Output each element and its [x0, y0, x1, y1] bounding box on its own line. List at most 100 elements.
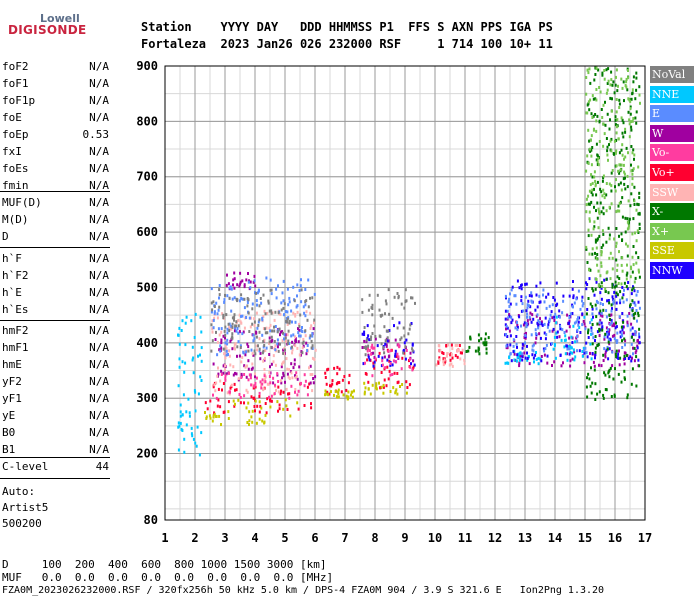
param-separator — [0, 478, 110, 479]
param-row: foF2 N/A — [2, 60, 109, 76]
data-point — [302, 305, 305, 309]
data-point — [604, 373, 607, 377]
data-point — [235, 388, 238, 392]
data-point — [633, 316, 636, 320]
data-point — [234, 324, 237, 328]
data-point — [254, 399, 257, 403]
data-point — [591, 312, 594, 316]
data-point — [403, 306, 406, 310]
data-point — [633, 203, 636, 206]
data-point — [233, 382, 236, 386]
data-point — [609, 251, 612, 255]
data-point — [447, 343, 450, 347]
data-point — [589, 321, 592, 325]
data-point — [340, 390, 343, 394]
data-point — [621, 346, 624, 349]
data-point — [635, 251, 638, 255]
data-point — [588, 108, 591, 112]
data-point — [290, 371, 293, 375]
data-point — [589, 98, 592, 102]
data-point — [607, 226, 610, 230]
data-point — [610, 184, 613, 188]
data-point — [602, 396, 605, 400]
param-name: h`F — [2, 252, 22, 265]
data-point — [253, 317, 256, 321]
x-tick-label: 10 — [428, 531, 442, 545]
data-point — [239, 282, 242, 286]
data-point — [216, 404, 219, 408]
data-point — [595, 280, 598, 284]
data-point — [622, 357, 625, 361]
data-point — [588, 189, 591, 193]
data-point — [597, 284, 600, 287]
data-point — [181, 429, 184, 432]
data-point — [634, 116, 637, 120]
data-point — [365, 338, 368, 342]
data-point — [264, 349, 267, 352]
data-point — [631, 299, 634, 303]
data-point — [293, 299, 296, 303]
data-point — [613, 91, 616, 95]
data-point — [622, 177, 625, 181]
data-point — [620, 263, 623, 267]
data-point — [525, 309, 528, 313]
data-point — [591, 332, 594, 336]
data-point — [603, 278, 606, 282]
data-point — [211, 339, 214, 343]
data-point — [178, 342, 181, 346]
data-point — [589, 342, 592, 346]
data-point — [618, 363, 621, 367]
data-point — [409, 323, 412, 327]
data-point — [364, 353, 367, 357]
data-point — [239, 280, 242, 284]
data-point — [263, 309, 266, 313]
data-point — [586, 395, 589, 399]
data-point — [607, 67, 610, 71]
data-point — [568, 325, 571, 329]
data-point — [268, 342, 270, 345]
data-point — [596, 301, 599, 305]
data-point — [395, 388, 398, 392]
data-point — [566, 313, 569, 317]
data-point — [478, 352, 481, 356]
data-point — [220, 373, 223, 376]
data-point — [621, 131, 624, 135]
y-tick-label: 500 — [136, 280, 158, 294]
data-point — [597, 163, 600, 167]
data-point — [588, 202, 591, 206]
data-point — [248, 419, 251, 423]
param-row: h`E N/A — [2, 286, 109, 302]
data-point — [304, 288, 307, 291]
data-point — [531, 300, 534, 304]
data-point — [635, 71, 638, 75]
data-point — [632, 148, 635, 152]
legend-item: SSW — [650, 183, 694, 201]
data-point — [615, 227, 618, 230]
data-point — [592, 315, 594, 319]
data-point — [258, 417, 261, 421]
data-point — [506, 326, 509, 330]
data-point — [234, 371, 236, 375]
data-point — [513, 352, 516, 356]
footer-distance-row: D 100 200 400 600 800 1000 1500 3000 [km… — [2, 558, 327, 571]
data-point — [558, 309, 561, 313]
data-point — [256, 404, 259, 408]
data-point — [273, 318, 276, 322]
data-point — [224, 352, 227, 356]
data-point — [605, 348, 608, 352]
data-point — [290, 334, 293, 338]
data-point — [191, 358, 194, 362]
data-point — [562, 299, 565, 303]
data-point — [621, 334, 624, 338]
data-point — [294, 320, 297, 324]
x-tick-label: 3 — [221, 531, 228, 545]
data-point — [308, 336, 311, 340]
data-point — [291, 351, 294, 355]
data-point — [629, 355, 632, 359]
data-point — [298, 365, 301, 369]
data-point — [297, 340, 300, 344]
data-point — [281, 330, 284, 334]
data-point — [588, 219, 591, 223]
data-point — [200, 379, 203, 382]
data-point — [255, 291, 258, 295]
